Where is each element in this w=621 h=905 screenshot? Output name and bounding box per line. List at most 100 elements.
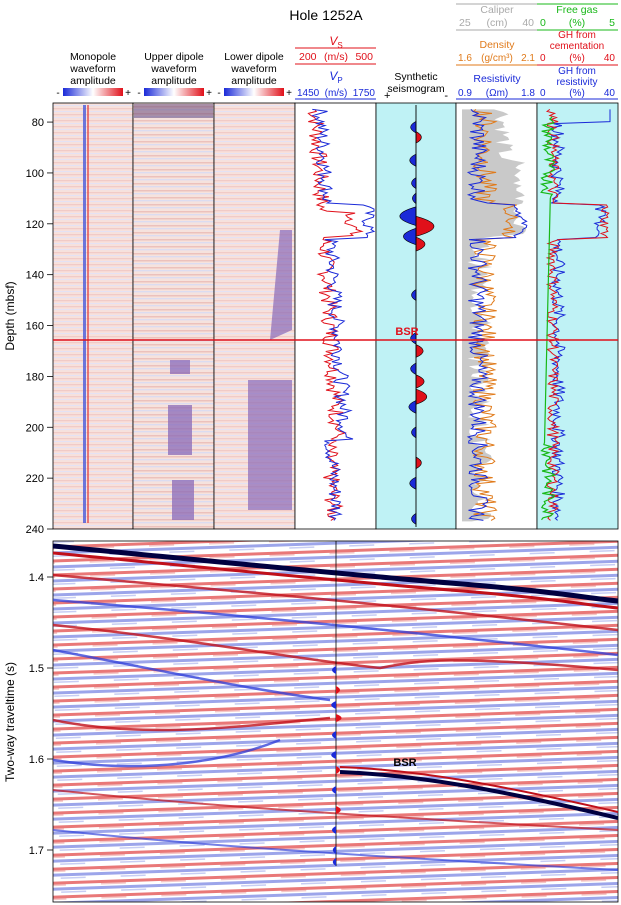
seismic-synthetic-lobe (332, 846, 336, 854)
seismic-synthetic-wiggles (331, 666, 342, 866)
vp-unit: (m/s) (325, 88, 348, 99)
seismic-synthetic-lobe (331, 751, 336, 759)
lower-dipole-track-header: Lower dipole waveform amplitude - + (217, 51, 292, 99)
vs-min: 200 (299, 51, 317, 63)
reflector-7 (53, 789, 618, 831)
depth-tick-label: 100 (26, 168, 44, 180)
upper-dipole-title-line1: Upper dipole (144, 51, 204, 63)
seismic-time-axis: 1.4 1.5 1.6 1.7 (29, 572, 53, 857)
upper-dipole-top-noise (134, 104, 213, 118)
seafloor-reflector-red (53, 551, 618, 610)
depth-tick-label: 120 (26, 219, 44, 231)
caliper-max: 40 (522, 17, 534, 29)
free-gas-unit: (%) (569, 17, 585, 29)
vs-label: VS (329, 34, 342, 50)
upper-dipole-arrivals (168, 360, 194, 520)
synthetic-plus: + (384, 90, 390, 102)
bsr-label: BSR (395, 326, 418, 338)
gh-resistivity-max: 40 (604, 88, 616, 99)
upper-dipole-title-line2: waveform (150, 63, 197, 75)
caliper-unit: (cm) (487, 17, 508, 29)
monopole-title-line1: Monopole (70, 51, 116, 63)
density-unit: (g/cm³) (481, 53, 513, 64)
seismic-synthetic-lobe (336, 714, 342, 722)
density-label: Density (479, 39, 515, 51)
seismic-axis-label: Two-way traveltime (s) (3, 662, 17, 782)
lower-dipole-minus: - (217, 88, 220, 99)
monopole-first-arrival-red (87, 105, 89, 523)
seismic-synthetic-lobe (336, 686, 340, 694)
reflector-5 (53, 716, 331, 732)
gh-resistivity-curve (549, 109, 611, 521)
monopole-title-line3: amplitude (70, 75, 116, 87)
gh-resistivity-min: 0 (540, 88, 546, 99)
upper-dipole-track-header: Upper dipole waveform amplitude - + (137, 51, 212, 99)
upper-dipole-plus: + (206, 88, 212, 99)
density-max: 2.1 (521, 53, 535, 64)
reflector-3 (53, 623, 618, 672)
seismic-reflectors (53, 543, 618, 871)
depth-axis: 80 100 120 140 160 180 200 220 240 (26, 117, 53, 536)
seismic-synthetic-lobe (332, 731, 336, 739)
depth-tick-label: 160 (26, 321, 44, 333)
seismic-synthetic-lobe (336, 766, 340, 774)
seismic-tick-label: 1.4 (29, 572, 44, 584)
reflector-4 (53, 648, 331, 702)
synthetic-title-line2: seismogram (387, 83, 444, 95)
logs-track-header: Caliper 25 (cm) 40 Density 1.6 (g/cm³) 2… (456, 3, 537, 100)
seismic-tick-label: 1.5 (29, 663, 44, 675)
seismic-synthetic-lobe (336, 806, 341, 814)
synthetic-wiggles (399, 120, 435, 525)
gas-panel (536, 102, 619, 530)
free-gas-curve (539, 116, 557, 521)
gas-track-header: Free gas 0 (%) 5 GH from cementation 0 (… (537, 3, 618, 100)
gh-cementation-min: 0 (540, 53, 546, 64)
lower-dipole-title-line1: Lower dipole (224, 51, 284, 63)
monopole-waveform-panel (52, 102, 134, 530)
reflector-2 (53, 598, 618, 657)
monopole-first-arrival (83, 105, 86, 523)
monopole-minus: - (56, 88, 59, 99)
gh-cementation-max: 40 (604, 53, 616, 64)
resistivity-max: 1.8 (521, 88, 535, 99)
depth-tick-label: 140 (26, 270, 44, 282)
resistivity-unit: (Ωm) (486, 88, 508, 99)
density-min: 1.6 (458, 53, 472, 64)
upper-dipole-title-line3: amplitude (151, 75, 197, 87)
synthetic-title-line1: Synthetic (394, 71, 437, 83)
upper-dipole-colorbar (144, 88, 204, 96)
seafloor-reflector (53, 543, 618, 604)
depth-tick-label: 240 (26, 524, 44, 536)
gh-cementation-label-line1: GH from (558, 30, 596, 41)
resistivity-label: Resistivity (473, 73, 521, 85)
resistivity-curve (466, 109, 528, 521)
figure-title: Hole 1252A (289, 7, 363, 23)
seismic-synthetic-lobe (332, 786, 336, 794)
resistivity-min: 0.9 (458, 88, 472, 99)
lower-dipole-title-line3: amplitude (231, 75, 277, 87)
seismic-synthetic-lobe (332, 858, 336, 866)
vs-unit: (m/s) (324, 51, 348, 63)
upper-dipole-waveform-panel (132, 102, 215, 530)
gh-cementation-label-line2: cementation (550, 41, 604, 52)
reflector-8 (53, 829, 618, 871)
lower-dipole-arrivals (248, 230, 292, 510)
lower-dipole-colorbar (224, 88, 284, 96)
caliper-min: 25 (459, 17, 471, 29)
monopole-colorbar (63, 88, 123, 96)
depth-tick-label: 200 (26, 422, 44, 434)
gh-resistivity-label-line1: GH from (558, 66, 596, 77)
free-gas-max: 5 (609, 17, 615, 29)
monopole-title-line2: waveform (69, 63, 116, 75)
gh-resistivity-unit: (%) (569, 88, 585, 99)
reflector-6 (53, 738, 281, 768)
depth-tick-label: 80 (32, 117, 44, 129)
depth-axis-label: Depth (mbsf) (3, 281, 17, 350)
synthetic-minus: - (444, 90, 448, 102)
seismic-bsr-label: BSR (393, 757, 416, 769)
free-gas-min: 0 (540, 17, 546, 29)
gh-cementation-unit: (%) (569, 53, 585, 64)
lower-dipole-plus: + (286, 88, 292, 99)
bsr-reflector (339, 770, 618, 820)
